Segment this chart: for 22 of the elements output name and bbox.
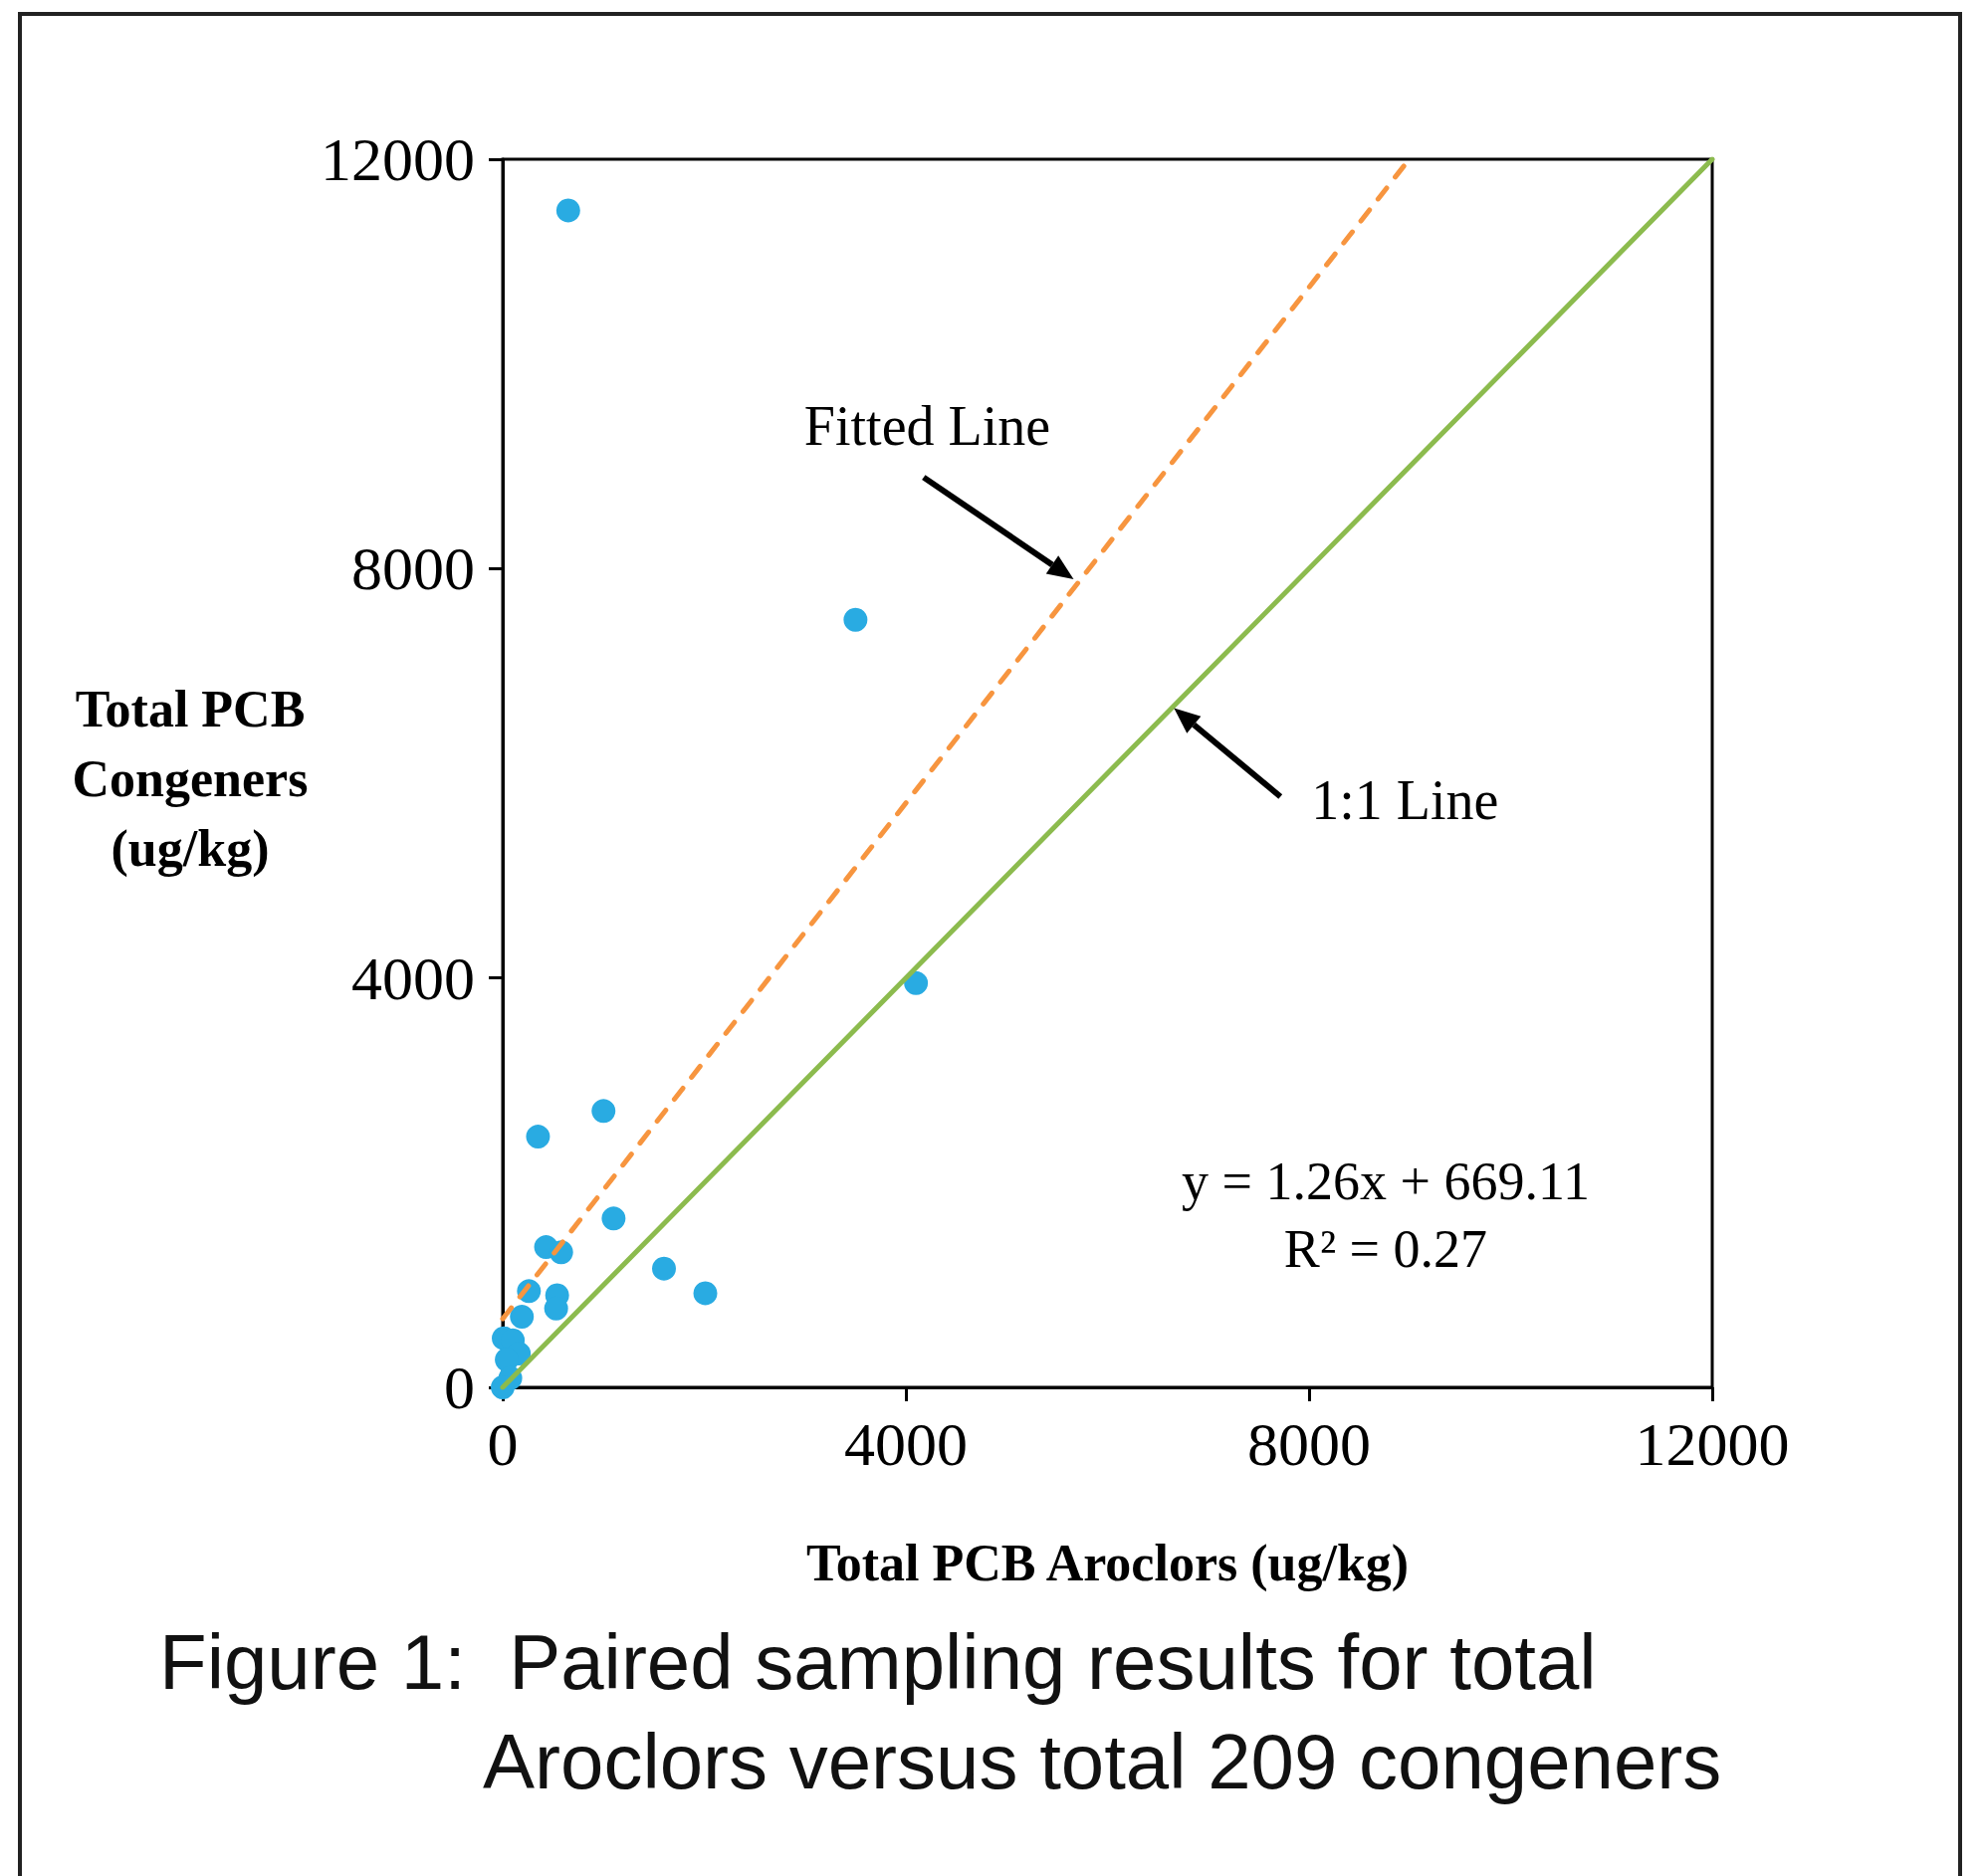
- x-tick-label: 0: [487, 1410, 519, 1478]
- y-tick-label: 12000: [321, 125, 475, 193]
- y-tick-label: 4000: [351, 943, 475, 1012]
- point: [843, 607, 868, 632]
- point: [510, 1305, 535, 1330]
- point: [693, 1281, 718, 1306]
- text: Figure 1: Paired sampling results for total Aroclors versus total 209 congeners: [159, 1617, 1722, 1807]
- x-tick-label: 12000: [1635, 1410, 1790, 1478]
- point: [652, 1256, 676, 1281]
- y-tick-label: 0: [444, 1354, 475, 1421]
- point: [555, 198, 580, 223]
- y-tick-label: 8000: [351, 534, 475, 603]
- point: [526, 1125, 551, 1149]
- series-label: Fitted Line: [803, 394, 1051, 457]
- point: [591, 1099, 616, 1124]
- x-tick-label: 8000: [1247, 1410, 1371, 1478]
- annotation: y = 1.26x + 669.11 R² = 0.27: [1182, 1151, 1590, 1280]
- x-axis-title: Total PCB Aroclors (ug/kg): [805, 1534, 1410, 1592]
- x-tick-label: 4000: [844, 1410, 968, 1478]
- text: 1:1 Line: [1311, 769, 1499, 832]
- point: [601, 1206, 626, 1231]
- y-axis-title: Total PCB Congeners (ug/kg): [72, 680, 309, 878]
